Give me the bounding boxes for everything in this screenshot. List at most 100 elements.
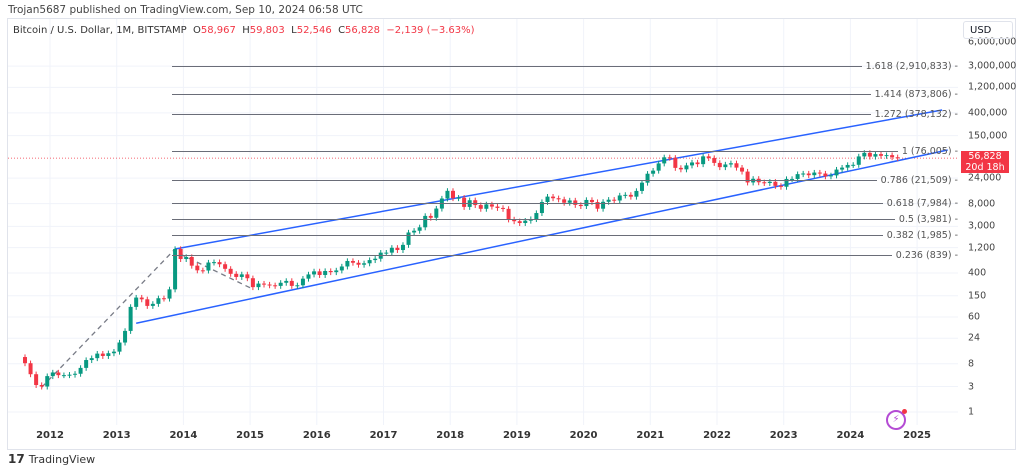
candle-body [106, 353, 111, 356]
candle-body [834, 169, 839, 176]
candle-body [873, 154, 878, 157]
candle-body [350, 260, 355, 263]
y-tick-label: 150 [968, 290, 987, 302]
candle-body [312, 271, 317, 275]
tradingview-logo[interactable]: 17 TradingView [8, 452, 95, 466]
candle-body [306, 274, 311, 279]
fib-line [172, 113, 871, 115]
candle-body [823, 173, 828, 177]
x-tick-label: 2021 [636, 430, 665, 441]
candle-body [195, 265, 200, 271]
fib-level[interactable]: 0.382 (1,985) - [172, 230, 958, 242]
candle-body [389, 247, 394, 253]
candle-body [773, 181, 778, 186]
candle-body [801, 173, 806, 175]
currency-button[interactable]: USD [963, 21, 1013, 39]
fib-level[interactable]: 0.236 (839) - [172, 250, 958, 262]
candle-body [512, 219, 517, 222]
y-tick-label: 400,000 [968, 107, 1008, 119]
candle-body [434, 208, 439, 218]
candle-body [367, 260, 372, 264]
fib-level[interactable]: 1 (76,005) - [172, 145, 958, 157]
candle-body [506, 208, 511, 220]
candle-body [423, 215, 428, 228]
fib-level[interactable]: 1.272 (378,132) - [172, 108, 958, 120]
candle-body [639, 182, 644, 191]
y-tick-label: 400 [968, 267, 987, 279]
candle-body [395, 247, 400, 251]
x-tick-label: 2018 [436, 430, 465, 441]
chart-panel[interactable] [7, 18, 1016, 450]
candle-body [89, 358, 94, 361]
fib-level[interactable]: 0.5 (3,981) - [172, 214, 958, 226]
candle-body [667, 157, 672, 159]
fib-level[interactable]: 0.618 (7,984) - [172, 198, 958, 210]
fib-label: 1 (76,005) - [901, 145, 958, 157]
x-tick-label: 2022 [703, 430, 731, 441]
candle-body [28, 363, 33, 375]
y-tick-label: 24 [968, 332, 981, 344]
candle-body [840, 167, 845, 170]
candle-body [495, 206, 500, 208]
candle-body [623, 194, 628, 196]
candle-body [23, 357, 28, 364]
candle-body [50, 372, 55, 377]
candle-body [562, 199, 567, 203]
high-label: H [242, 25, 250, 36]
candle-body [740, 167, 745, 172]
fib-label: 0.618 (7,984) - [886, 198, 958, 210]
candle-body [39, 385, 44, 387]
x-tick-label: 2019 [502, 430, 531, 441]
candle-body [206, 262, 211, 271]
candle-body [645, 173, 650, 183]
fib-label: 0.236 (839) - [895, 250, 958, 262]
y-tick-label: 1,200 [968, 242, 996, 254]
candle-body [45, 376, 50, 387]
lightning-icon[interactable]: ⚡ [886, 409, 907, 430]
fib-line [172, 94, 871, 96]
candle-body [484, 204, 489, 209]
open-value: 58,967 [200, 25, 236, 36]
candle-body [784, 178, 789, 187]
candle-body [890, 155, 895, 158]
candle-body [56, 372, 61, 376]
candle-body [745, 171, 750, 183]
candle-body [239, 274, 244, 277]
candle-body [284, 280, 289, 283]
candle-body [400, 244, 405, 251]
candle-body [812, 172, 817, 176]
candle-body [728, 163, 733, 165]
close-value: 56,828 [345, 25, 381, 36]
candle-body [695, 162, 700, 165]
candle-body [851, 164, 856, 166]
x-tick-label: 2024 [836, 430, 865, 441]
y-tick-label: 8 [968, 358, 975, 370]
candle-body [717, 162, 722, 168]
candle-body [278, 282, 283, 286]
y-tick-label: 8,000 [968, 198, 996, 210]
candle-body [589, 199, 594, 203]
x-tick-label: 2016 [302, 430, 331, 441]
fib-level[interactable]: 1.618 (2,910,833) - [172, 61, 958, 73]
candle-body [145, 299, 150, 306]
candle-body [339, 266, 344, 271]
candle-body [578, 204, 583, 207]
candle-body [123, 330, 128, 343]
candle-body [778, 185, 783, 187]
candle-body [601, 201, 606, 209]
candle-body [678, 167, 683, 170]
close-label: C [338, 25, 346, 36]
candle-body [545, 196, 550, 203]
fib-level[interactable]: 1.414 (873,806) - [172, 89, 958, 101]
x-tick-label: 2014 [169, 430, 198, 441]
candle-body [78, 367, 83, 374]
dashed-trend-line [41, 248, 176, 388]
candle-body [428, 215, 433, 218]
symbol-name: Bitcoin / U.S. Dollar, 1M, BITSTAMP [13, 25, 187, 36]
candle-body [856, 156, 861, 165]
candle-body [712, 158, 717, 163]
fib-level[interactable]: 0.786 (21,509) - [172, 175, 958, 187]
fib-line [172, 180, 877, 182]
candle-body [617, 195, 622, 201]
